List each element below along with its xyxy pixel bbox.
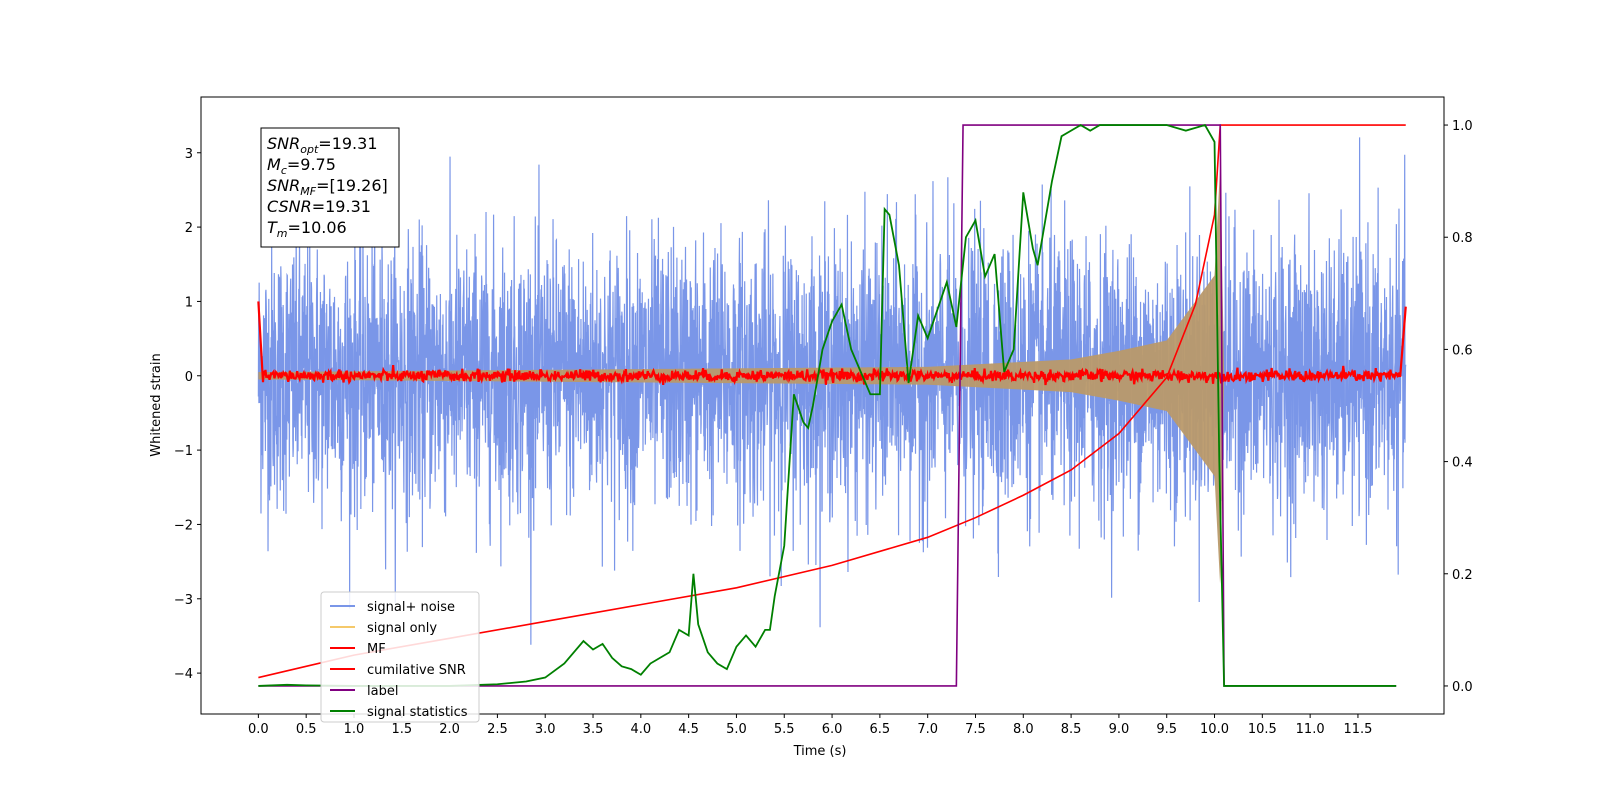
annotation-frame — [260, 127, 400, 248]
annotation-symbol: CSNR — [267, 197, 312, 216]
legend-label: MF — [367, 642, 386, 657]
signal-only-series — [258, 167, 1225, 584]
annotation-value: =10.06 — [288, 218, 347, 237]
x-tick-label: 11.0 — [1296, 722, 1325, 737]
x-tick-label: 5.0 — [726, 722, 747, 737]
annotation-line: SNRMF=[19.26] — [267, 176, 388, 198]
annotation-value: =[19.26] — [316, 176, 388, 195]
x-tick-label: 9.0 — [1109, 722, 1130, 737]
x-tick-label: 2.0 — [439, 722, 460, 737]
x-tick-label: 6.5 — [870, 722, 891, 737]
annotation-symbol: SNR — [267, 176, 300, 195]
signal-only-band — [258, 167, 1225, 584]
y2-tick-label: 0.0 — [1452, 680, 1473, 695]
legend-label: label — [367, 684, 398, 699]
x-axis-label: Time (s) — [793, 744, 847, 759]
y-tick-label: 0 — [185, 370, 193, 385]
y-tick-label: −1 — [174, 444, 193, 459]
x-tick-label: 3.5 — [583, 722, 604, 737]
x-tick-label: 1.5 — [391, 722, 412, 737]
x-tick-label: 7.0 — [917, 722, 938, 737]
x-tick-label: 4.5 — [678, 722, 699, 737]
legend-frame — [320, 591, 480, 723]
annotation-symbol: T — [267, 218, 278, 237]
annotation-subscript: c — [281, 164, 287, 177]
annotation-subscript: opt — [300, 143, 319, 156]
x-tick-label: 8.5 — [1061, 722, 1082, 737]
x-tick-label: 3.0 — [535, 722, 556, 737]
y-tick-label: −4 — [174, 667, 193, 682]
x-tick-label: 9.5 — [1156, 722, 1177, 737]
x-tick-label: 8.0 — [1013, 722, 1034, 737]
y-tick-label: 1 — [185, 295, 193, 310]
x-tick-label: 4.0 — [630, 722, 651, 737]
x-axis: 0.0 0.5 1.0 1.5 2.0 2.5 3.0 3.5 4.0 4.5 5.0 5.5 6.0 6… — [248, 714, 1372, 737]
annotation-line: SNRopt=19.31 — [267, 134, 378, 156]
y-tick-label: 2 — [185, 221, 193, 236]
legend: signal+ noise signal only MF cumilative SNR… — [320, 591, 480, 723]
y-axis-right: 1.0 0.8 0.6 0.4 0.2 0.0 — [1444, 119, 1473, 695]
x-tick-label: 6.0 — [822, 722, 843, 737]
legend-label: signal only — [367, 621, 437, 636]
y2-tick-label: 1.0 — [1452, 119, 1473, 134]
x-tick-label: 2.5 — [487, 722, 508, 737]
legend-label: signal statistics — [367, 705, 468, 720]
x-tick-label: 10.5 — [1248, 722, 1277, 737]
annotation-line: Tm=10.06 — [267, 218, 347, 240]
mf-series — [257, 301, 1407, 386]
mf-line — [257, 301, 1407, 386]
annotation-subscript: MF — [300, 185, 316, 198]
plot-frame — [200, 96, 1445, 715]
x-tick-label: 1.0 — [344, 722, 365, 737]
y-axis-left: 3 2 1 0 −1 −2 −3 −4 — [174, 147, 201, 682]
y2-tick-label: 0.2 — [1452, 568, 1473, 583]
annotation-line: CSNR=19.31 — [267, 197, 371, 216]
y-tick-label: −3 — [174, 593, 193, 608]
y-tick-label: 3 — [185, 147, 193, 162]
y2-tick-label: 0.6 — [1452, 343, 1473, 358]
annotation-value: =19.31 — [318, 134, 377, 153]
annotation-value: =9.75 — [287, 155, 336, 174]
y2-tick-label: 0.8 — [1452, 231, 1473, 246]
x-tick-label: 0.5 — [296, 722, 317, 737]
annotation-value: =19.31 — [312, 197, 371, 216]
y-axis-label: Whitened strain — [149, 353, 164, 456]
x-tick-label: 7.5 — [965, 722, 986, 737]
x-tick-label: 11.5 — [1343, 722, 1372, 737]
annotation-symbol: M — [267, 155, 281, 174]
annotation-line: Mc=9.75 — [267, 155, 336, 177]
legend-label: signal+ noise — [367, 600, 455, 615]
x-tick-label: 0.0 — [248, 722, 269, 737]
x-tick-label: 10.0 — [1200, 722, 1229, 737]
annotation-subscript: m — [277, 227, 288, 240]
y2-tick-label: 0.4 — [1452, 456, 1473, 471]
x-tick-label: 5.5 — [774, 722, 795, 737]
metrics-annotation-box: SNRopt=19.31Mc=9.75SNRMF=[19.26]CSNR=19.… — [260, 127, 400, 248]
y-tick-label: −2 — [174, 518, 193, 533]
signal-statistics-line — [258, 123, 1397, 687]
legend-label: cumilative SNR — [367, 663, 466, 678]
annotation-symbol: SNR — [267, 134, 300, 153]
